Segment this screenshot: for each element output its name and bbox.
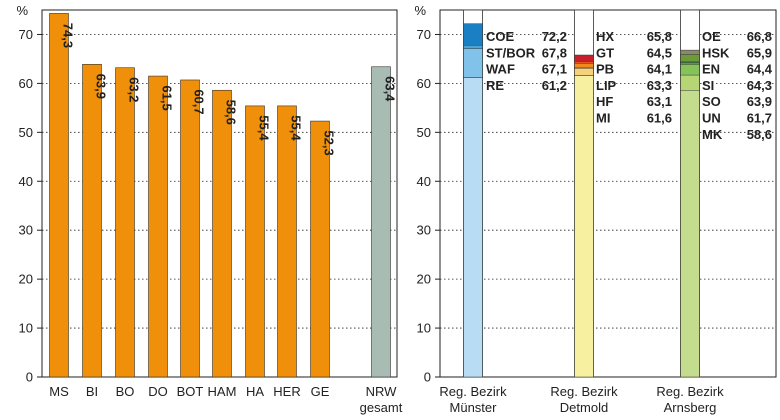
district-name-label: UN [702,111,721,126]
right-y-axis-unit: % [414,3,426,18]
district-value-label: 58,6 [747,127,772,142]
district-name-label: PB [596,62,614,77]
bar-ham [212,89,232,378]
x-category-label: HA [246,384,264,399]
x-category-label: MS [49,384,69,399]
bar-value-label: 55,4 [289,115,304,141]
district-base-fill [680,90,700,378]
district-name-label: RE [486,78,504,93]
district-value-label: 64,1 [647,62,672,77]
x-category-label: Reg. Bezirk [439,384,507,399]
x-category-label: Arnsberg [664,400,717,415]
district-value-label: 65,8 [647,29,672,44]
district-value-label: 64,3 [747,78,772,93]
bar-value-label: 74,3 [61,23,76,48]
x-category-label: gesamt [360,400,403,415]
left-y-tick-label: 40 [19,174,33,189]
district-value-label: 63,1 [647,94,672,109]
bar-value-label: 58,6 [224,100,239,125]
left-y-tick-label: 70 [19,27,33,42]
district-name-label: MI [596,111,610,126]
bar-value-label: 55,4 [257,115,272,141]
district-value-label: 64,5 [647,45,672,60]
x-category-label: HAM [208,384,237,399]
district-name-label: HF [596,94,613,109]
left-y-axis-unit: % [16,3,28,18]
bar-bi [82,64,102,378]
left-y-tick-label: 60 [19,76,33,91]
district-stack-2 [574,9,594,378]
district-value-label: 66,8 [747,29,772,44]
right-y-tick-label: 40 [417,174,431,189]
right-y-tick-label: 70 [417,27,431,42]
district-name-label: MK [702,127,723,142]
bar-value-label: 61,5 [160,85,175,110]
x-category-label: HER [273,384,300,399]
district-stack-1 [463,9,483,378]
district-name-label: COE [486,29,515,44]
left-y-tick-label: 20 [19,272,33,287]
district-value-label: 63,3 [647,78,672,93]
x-category-label: Detmold [560,400,608,415]
district-value-label: 61,2 [542,78,567,93]
right-y-tick-label: 50 [417,125,431,140]
bar-value-label: 63,4 [383,76,398,102]
x-category-label: BI [86,384,98,399]
left-chart-panel: 0 10 20 30 40 50 60 70% 74,3 MS 63,9 BI 63,2 BO 61,5 DO… [16,3,402,415]
x-category-label: BO [116,384,135,399]
district-name-label: EN [702,62,720,77]
x-category-label: NRW [366,384,398,399]
district-value-label: 67,1 [542,62,567,77]
district-name-label: ST/BOR [486,45,536,60]
district-stack-3 [680,9,700,378]
x-category-label: Reg. Bezirk [550,384,618,399]
right-y-tick-label: 10 [417,321,431,336]
bar-value-label: 52,3 [322,130,337,155]
right-plot-frame [439,9,777,378]
bar-nrw-gesamt [371,66,391,378]
district-value-label: 72,2 [542,29,567,44]
x-category-label: BOT [177,384,204,399]
left-y-tick-label: 50 [19,125,33,140]
district-name-label: HSK [702,45,730,60]
right-chart-panel: 0 10 20 30 40 50 60 70% COE 72,2 ST/BOR 67,8 WAF 67,1… [414,3,777,415]
bar-value-label: 60,7 [192,89,207,114]
bar-ms [49,13,69,378]
left-y-tick-label: 10 [19,321,33,336]
x-category-label: Münster [450,400,498,415]
left-y-tick-label: 0 [26,370,33,385]
bar-bo [115,67,135,378]
bar-her [277,105,297,378]
district-value-label: 61,6 [647,111,672,126]
bar-ha [245,105,265,378]
right-y-tick-label: 20 [417,272,431,287]
district-name-label: GT [596,45,614,60]
district-base-fill [463,77,483,378]
district-name-label: OE [702,29,721,44]
district-value-label: 61,7 [747,111,772,126]
x-category-label: DO [148,384,168,399]
right-y-tick-label: 30 [417,223,431,238]
bar-value-label: 63,2 [127,77,142,102]
bar-value-label: 63,9 [94,74,109,99]
district-value-label: 65,9 [747,45,772,60]
right-y-tick-label: 0 [424,370,431,385]
district-name-label: WAF [486,62,515,77]
left-y-tick-label: 30 [19,223,33,238]
district-value-label: 64,4 [747,62,773,77]
bar-do [148,75,168,378]
right-y-tick-label: 60 [417,76,431,91]
x-category-label: GE [311,384,330,399]
district-name-label: SO [702,94,721,109]
x-category-label: Reg. Bezirk [656,384,724,399]
district-value-label: 63,9 [747,94,772,109]
bar-bot [180,79,200,378]
district-name-label: LIP [596,78,617,93]
district-name-label: HX [596,29,614,44]
district-name-label: SI [702,78,714,93]
bar-ge [310,120,330,378]
district-value-label: 67,8 [542,45,567,60]
district-base-fill [574,75,594,378]
